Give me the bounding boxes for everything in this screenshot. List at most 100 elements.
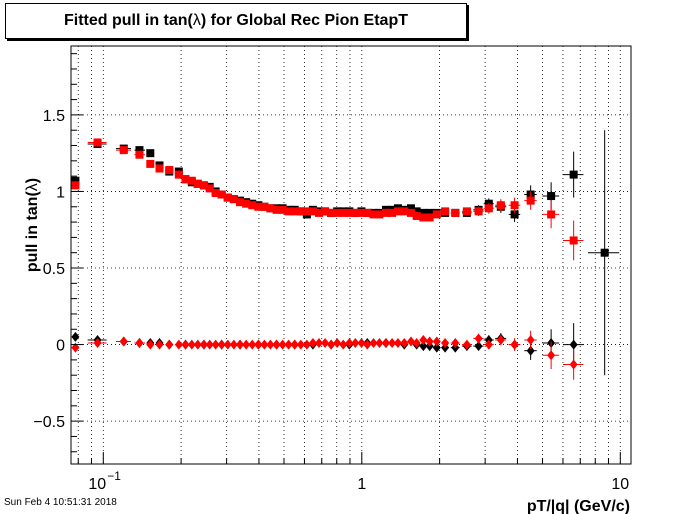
data-point-diamond [193, 339, 202, 350]
data-point-square [296, 207, 305, 216]
data-point-diamond [181, 339, 190, 350]
data-point-diamond [474, 333, 483, 344]
data-point-square [339, 208, 348, 217]
data-point-diamond [526, 334, 535, 345]
data-point-square [174, 170, 183, 179]
data-point-square [308, 207, 317, 216]
x-tick-label: 10 [611, 476, 629, 493]
data-point-diamond [199, 339, 208, 350]
data-point-diamond [569, 339, 578, 350]
grid-layer [71, 46, 631, 464]
data-point-square [406, 204, 415, 213]
data-point-diamond [400, 338, 409, 349]
data-point-square [375, 210, 384, 219]
data-point-diamond [526, 345, 535, 356]
data-point-square [187, 176, 196, 185]
data-point-diamond [187, 339, 196, 350]
data-point-square [248, 201, 257, 210]
plot-frame [70, 45, 632, 465]
data-point-diamond [441, 338, 450, 349]
data-point-square [278, 205, 287, 214]
x-tick-label-exponent: −1 [107, 469, 121, 483]
data-point-diamond [425, 336, 434, 347]
data-point-diamond [363, 339, 372, 350]
y-axis-label-lambda: λ [24, 183, 41, 191]
data-point-square [321, 207, 330, 216]
series-layer [71, 130, 620, 380]
data-point-square [526, 196, 535, 205]
data-point-diamond [229, 339, 238, 350]
data-point-diamond [474, 341, 483, 352]
data-point-diamond [547, 350, 556, 361]
data-point-diamond [217, 339, 226, 350]
data-point-diamond [248, 339, 257, 350]
data-point-diamond [333, 338, 342, 349]
data-point-square [242, 199, 251, 208]
data-point-diamond [388, 338, 397, 349]
data-point-square [388, 208, 397, 217]
data-point-diamond [432, 342, 441, 353]
y-tick-label: 0.5 [43, 261, 65, 278]
data-point-square [462, 207, 471, 216]
data-point-square [205, 184, 214, 193]
data-point-square [119, 146, 128, 155]
data-point-square [369, 210, 378, 219]
data-point-square [547, 210, 556, 219]
data-point-square [266, 204, 275, 213]
data-point-diamond [393, 338, 402, 349]
data-point-diamond [174, 339, 183, 350]
data-point-diamond [375, 338, 384, 349]
data-point-square [302, 207, 311, 216]
y-tick-label: 1.5 [43, 108, 65, 125]
data-point-diamond [510, 339, 519, 350]
data-point-diamond [284, 339, 293, 350]
data-point-diamond [155, 339, 164, 350]
data-point-square [419, 208, 428, 217]
data-point-square [290, 207, 299, 216]
y-tick-label: 0 [56, 338, 65, 355]
data-point-diamond [419, 334, 428, 345]
data-point-diamond [205, 339, 214, 350]
chart-title-box: Fitted pull in tan(λ) for Global Rec Pio… [5, 3, 467, 39]
data-point-diamond [432, 336, 441, 347]
axis-layer: −0.500.511.510 −1 1 10 [33, 53, 629, 493]
data-point-diamond [412, 338, 421, 349]
data-point-square [357, 208, 366, 217]
data-point-square [569, 236, 578, 245]
data-point-diamond [339, 339, 348, 350]
data-point-square [223, 193, 232, 202]
data-point-diamond [242, 339, 251, 350]
data-point-diamond [419, 341, 428, 352]
data-point-diamond [165, 339, 174, 350]
y-axis-label: pull in tan(λ) [24, 178, 41, 272]
data-point-square [71, 176, 80, 185]
data-point-diamond [296, 339, 305, 350]
data-point-diamond [146, 339, 155, 350]
x-tick-label: 10 [88, 476, 106, 493]
y-axis-label-part-1: pull in tan( [24, 191, 41, 273]
data-point-square [314, 208, 323, 217]
data-point-square [510, 201, 519, 210]
data-point-square [484, 204, 493, 213]
data-point-square [217, 190, 226, 199]
data-point-diamond [236, 339, 245, 350]
data-point-square [393, 207, 402, 216]
data-point-square [155, 164, 164, 173]
data-point-square [254, 202, 263, 211]
data-point-square [569, 170, 578, 179]
data-point-diamond [351, 338, 360, 349]
data-point-square [547, 192, 556, 201]
data-point-diamond [345, 338, 354, 349]
y-tick-label: 1 [56, 184, 65, 201]
data-point-diamond [211, 339, 220, 350]
data-point-square [236, 198, 245, 207]
data-point-diamond [254, 339, 263, 350]
data-point-square [135, 150, 144, 159]
data-point-diamond [71, 331, 80, 342]
data-point-diamond [119, 336, 128, 347]
data-point-square [272, 205, 281, 214]
data-point-square [496, 201, 505, 210]
data-point-square [351, 208, 360, 217]
data-point-diamond [381, 338, 390, 349]
data-point-diamond [369, 338, 378, 349]
